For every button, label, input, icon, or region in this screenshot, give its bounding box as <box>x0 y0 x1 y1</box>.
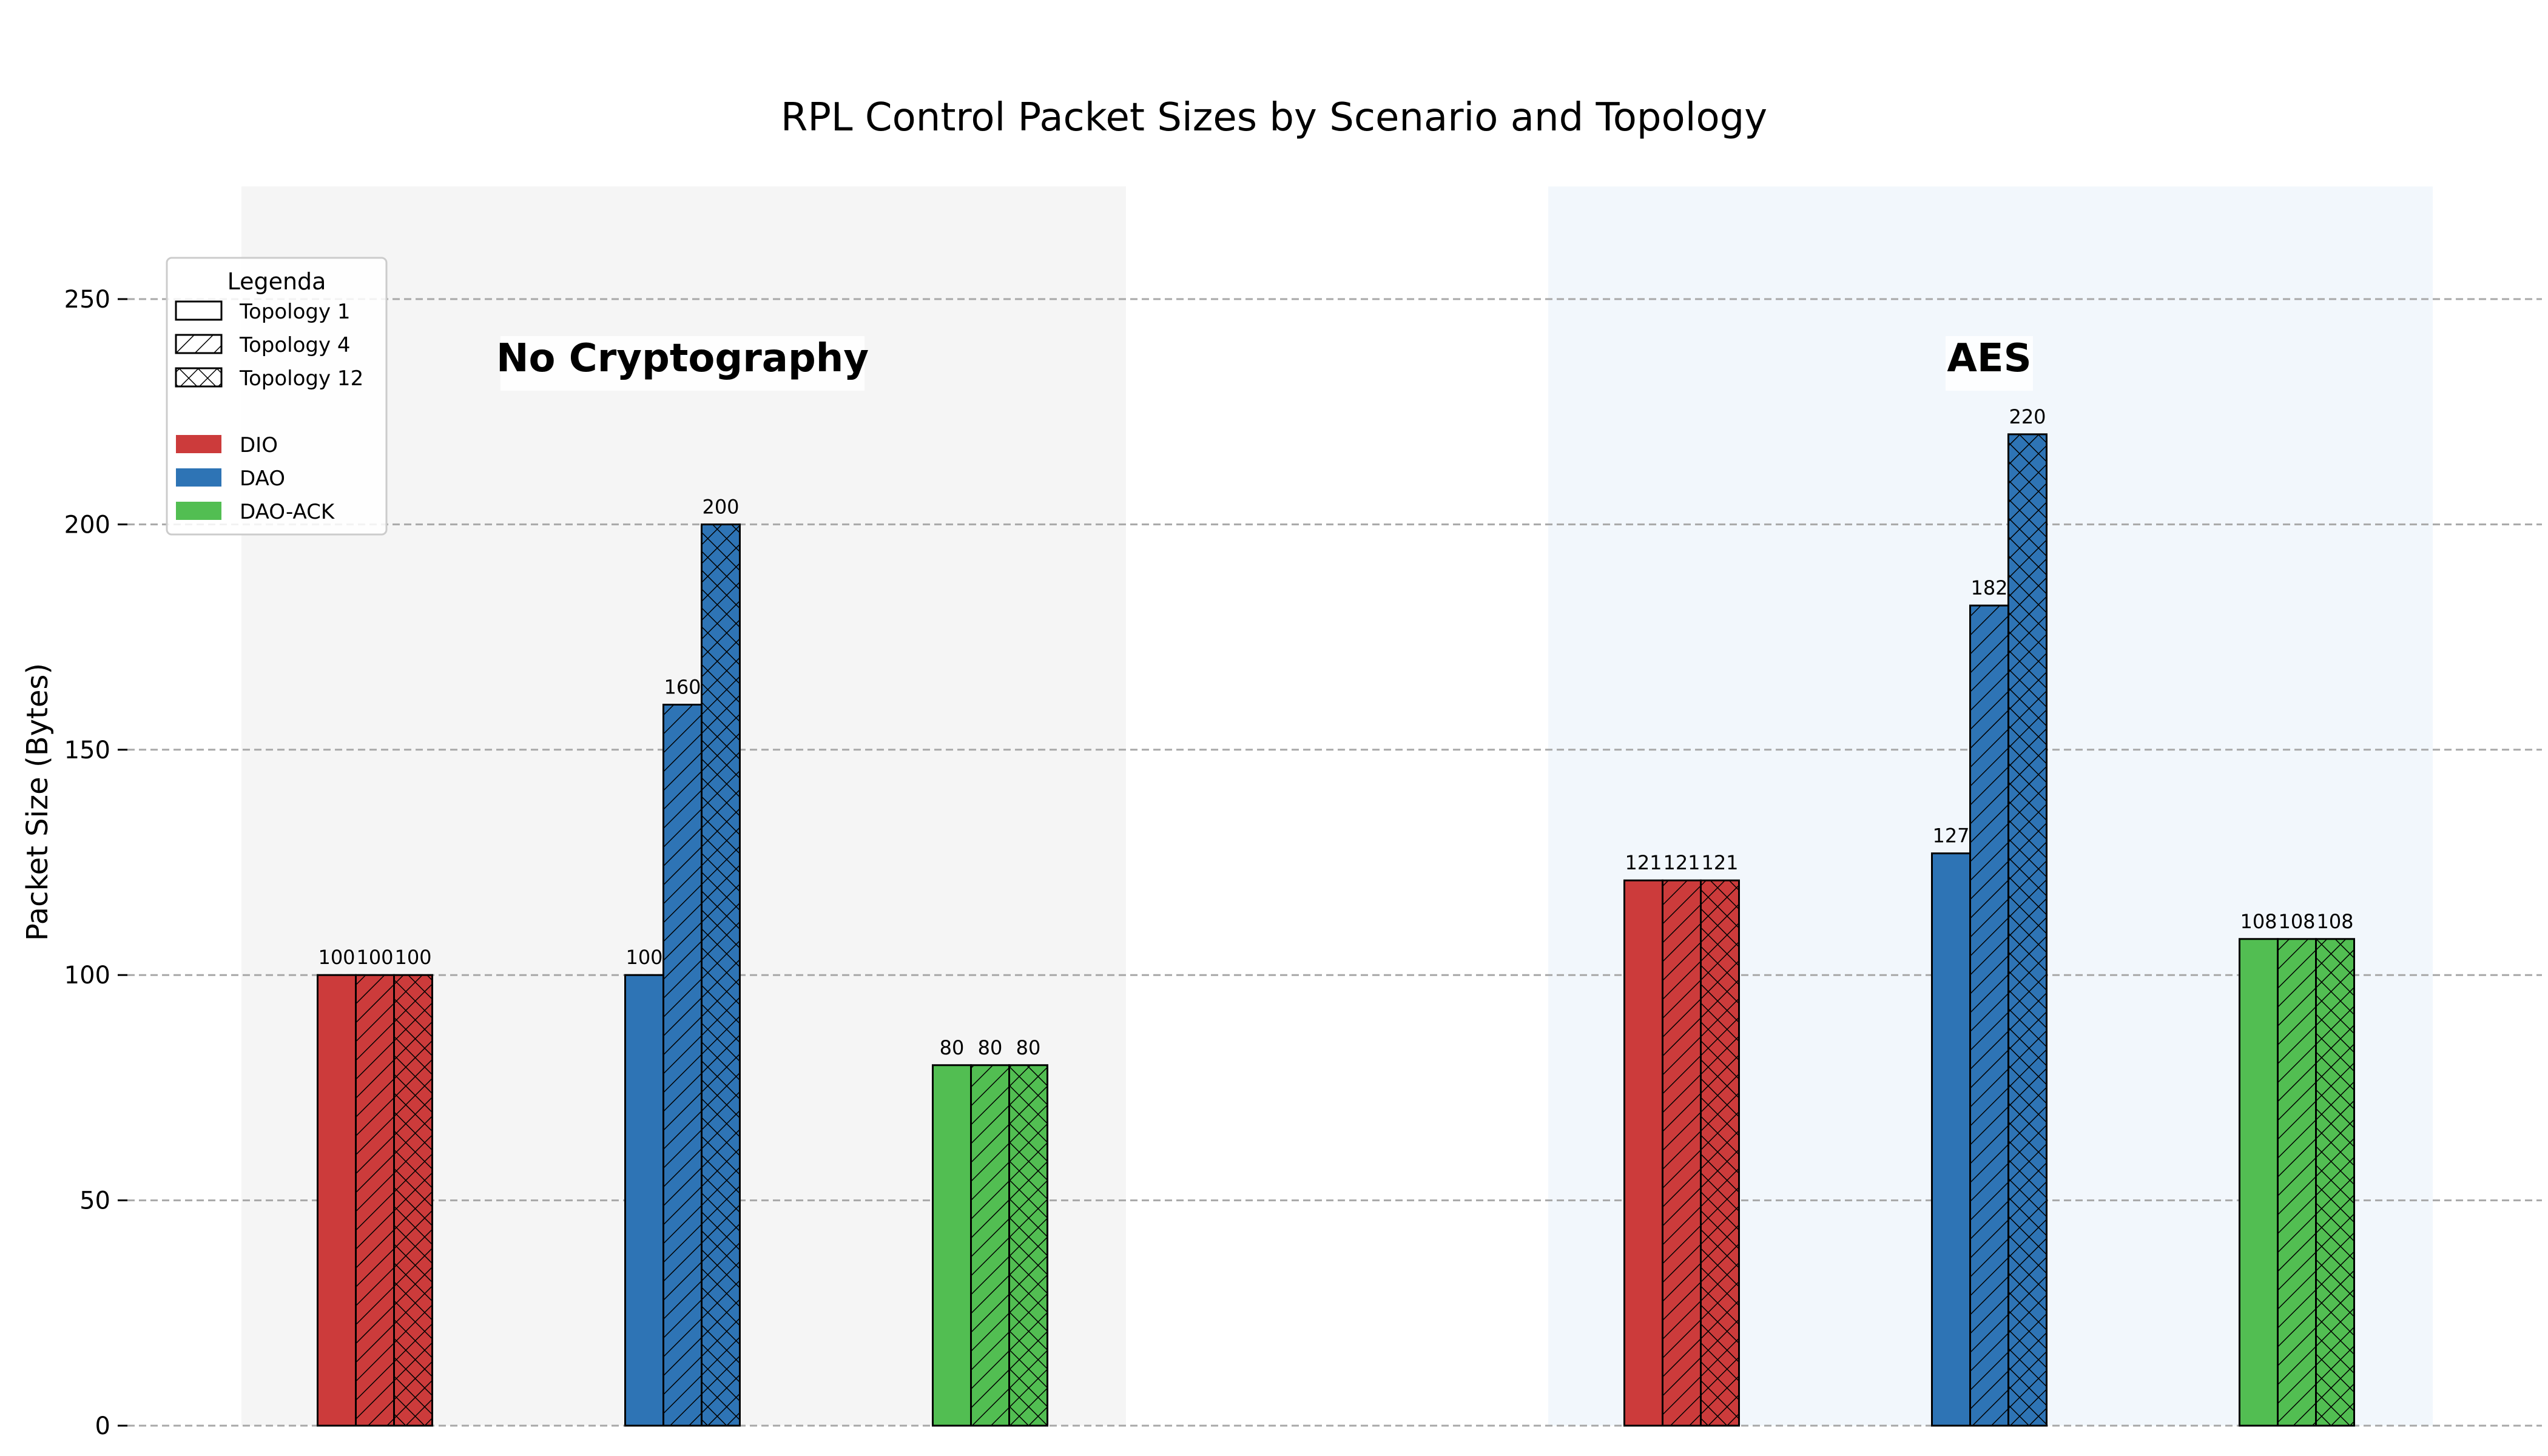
y-tick-label: 250 <box>64 286 110 314</box>
bar-aes-dao-t2-hatch <box>2008 434 2047 1426</box>
legend-topology-label: Topology 12 <box>239 366 363 391</box>
data-label: 127 <box>1932 824 1969 848</box>
bar-aes-dao-t1-hatch <box>1970 605 2009 1426</box>
bar-no-cryptography-dao-t1-hatch <box>663 704 702 1426</box>
bar-no-cryptography-dao-ack-t1-hatch <box>971 1065 1009 1426</box>
bar-no-cryptography-dio-t0 <box>317 975 356 1426</box>
legend-topology-label: Topology 4 <box>239 333 351 357</box>
legend: Legenda Topology 1 Topology 4 Topology 12 DI… <box>166 257 388 536</box>
legend-packet-label: DAO-ACK <box>240 500 335 524</box>
legend-title: Legenda <box>228 268 326 295</box>
data-label: 100 <box>318 946 355 969</box>
bar-no-cryptography-dao-t2-outline <box>701 523 741 1427</box>
bar-aes-dao-ack-t2-outline <box>2315 938 2355 1427</box>
y-tick-label: 0 <box>95 1412 110 1440</box>
data-label: 108 <box>2240 910 2277 933</box>
data-label: 100 <box>394 946 431 969</box>
bar-aes-dio-t2-hatch <box>1700 880 1739 1426</box>
data-label: 121 <box>1625 851 1662 874</box>
bar-aes-dao-t0 <box>1932 853 1970 1426</box>
legend-topology-hatch <box>175 367 223 388</box>
group-label: AES <box>1947 336 2031 381</box>
bar-aes-dao-ack-t0 <box>2239 939 2278 1426</box>
data-label: 121 <box>1701 851 1738 874</box>
data-label: 108 <box>2316 910 2353 933</box>
data-label: 220 <box>2009 405 2046 428</box>
bar-aes-dio-t1-hatch <box>1662 880 1701 1426</box>
legend-packet-swatch <box>176 502 221 520</box>
bar-no-cryptography-dao-ack-t2-outline <box>1008 1064 1048 1427</box>
bar-aes-dio-t2-outline <box>1700 879 1740 1427</box>
bar-no-cryptography-dio-t2-outline <box>393 974 433 1427</box>
data-label: 182 <box>1970 576 2007 599</box>
chart-title: RPL Control Packet Sizes by Scenario and… <box>781 95 1767 140</box>
y-axis-label: Packet Size (Bytes) <box>21 663 55 941</box>
legend-packet-label: DIO <box>240 433 278 457</box>
data-label: 80 <box>1016 1036 1041 1059</box>
bar-no-cryptography-dao-t0 <box>625 975 664 1426</box>
legend-packet-swatch <box>176 435 221 453</box>
data-label: 108 <box>2278 910 2315 933</box>
bar-aes-dao-t2-outline <box>2007 433 2048 1427</box>
legend-packet-swatch <box>176 468 221 487</box>
legend-box <box>166 257 388 536</box>
legend-packet-label: DAO <box>240 467 285 491</box>
y-tick-label: 50 <box>79 1187 110 1215</box>
group-label: No Cryptography <box>496 336 869 381</box>
group-label-box <box>1946 336 2033 391</box>
data-label: 80 <box>940 1036 965 1059</box>
bar-no-cryptography-dao-t2-hatch <box>701 524 740 1426</box>
y-tick-label: 150 <box>64 736 110 764</box>
legend-topology-swatch <box>175 300 223 321</box>
y-tick-label: 100 <box>64 962 110 989</box>
legend-topology-hatch <box>175 334 223 354</box>
y-tick-label: 200 <box>64 511 110 539</box>
data-label: 121 <box>1663 851 1700 874</box>
bar-no-cryptography-dio-t1-hatch <box>356 975 394 1426</box>
data-label: 100 <box>356 946 393 969</box>
group-label-box <box>500 336 864 391</box>
legend-topology-label: Topology 1 <box>239 300 351 324</box>
bar-no-cryptography-dao-ack-t0 <box>932 1065 971 1426</box>
data-label: 160 <box>664 676 701 699</box>
data-label: 80 <box>978 1036 1003 1059</box>
bar-aes-dao-ack-t2-hatch <box>2316 939 2354 1426</box>
bar-aes-dao-ack-t1-hatch <box>2277 939 2316 1426</box>
data-label: 100 <box>625 946 662 969</box>
bar-no-cryptography-dao-ack-t2-hatch <box>1009 1065 1048 1426</box>
data-label: 200 <box>702 495 739 518</box>
bar-aes-dio-t0 <box>1624 880 1663 1426</box>
bar-no-cryptography-dio-t2-hatch <box>394 975 433 1426</box>
